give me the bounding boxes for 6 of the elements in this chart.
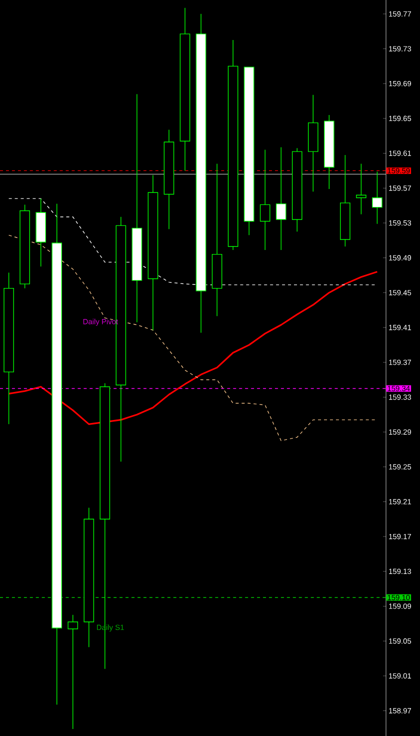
candlestick — [372, 171, 382, 224]
candlestick — [276, 146, 286, 250]
candlestick — [68, 614, 78, 730]
line-series — [8, 270, 378, 425]
candlestick — [260, 149, 270, 250]
candlestick — [356, 163, 366, 215]
